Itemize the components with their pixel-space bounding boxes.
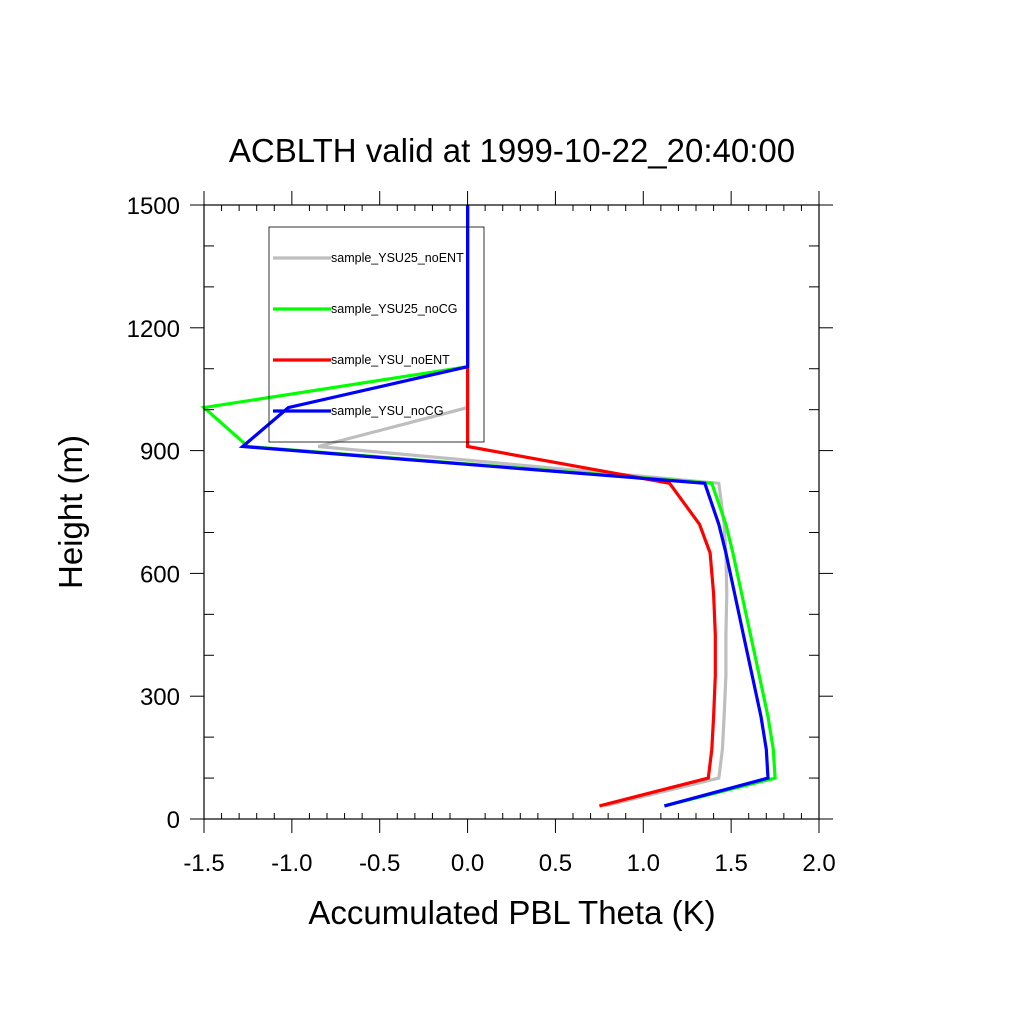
x-tick-label: 1.0 bbox=[627, 850, 660, 877]
x-axis-title: Accumulated PBL Theta (K) bbox=[308, 894, 715, 931]
x-tick-label: -1.0 bbox=[271, 850, 312, 877]
y-axis-title: Height (m) bbox=[52, 435, 89, 589]
tick-labels: -1.5 -1.0 -0.5 0.0 0.5 1.0 1.5 2.0 0 300 600 900 120… bbox=[127, 193, 836, 877]
axis-ticks bbox=[190, 191, 833, 833]
series-line-sample-ysu25-nocg bbox=[200, 205, 777, 808]
plot-frame bbox=[203, 204, 820, 820]
series-line-sample-ysu25-noent bbox=[317, 205, 729, 808]
y-tick-label: 0 bbox=[167, 807, 180, 834]
x-tick-label: 1.5 bbox=[714, 850, 747, 877]
y-tick-label: 900 bbox=[140, 439, 180, 466]
series-line-sample-ysu-noent bbox=[466, 205, 717, 808]
y-tick-label: 300 bbox=[140, 684, 180, 711]
legend-label: sample_YSU_noCG bbox=[331, 404, 444, 418]
x-tick-label: 2.0 bbox=[802, 850, 835, 877]
legend: sample_YSU25_noENT sample_YSU25_noCGsampl… bbox=[268, 226, 485, 443]
x-tick-label: 0.5 bbox=[539, 850, 572, 877]
y-tick-label: 600 bbox=[140, 561, 180, 588]
x-tick-label: -1.5 bbox=[183, 850, 224, 877]
x-tick-label: -0.5 bbox=[359, 850, 400, 877]
legend-label: sample_YSU25_noCG bbox=[331, 302, 457, 316]
legend-label: sample_YSU_noENT bbox=[331, 353, 450, 367]
chart-title: ACBLTH valid at 1999-10-22_20:40:00 bbox=[229, 132, 795, 169]
y-tick-label: 1200 bbox=[127, 316, 180, 343]
x-tick-label: 0.0 bbox=[451, 850, 484, 877]
legend-box bbox=[268, 226, 485, 443]
y-tick-label: 1500 bbox=[127, 193, 180, 220]
plot-lines bbox=[200, 205, 777, 808]
legend-label: sample_YSU25_noENT bbox=[331, 251, 464, 265]
series-line-sample-ysu-nocg bbox=[238, 205, 770, 808]
